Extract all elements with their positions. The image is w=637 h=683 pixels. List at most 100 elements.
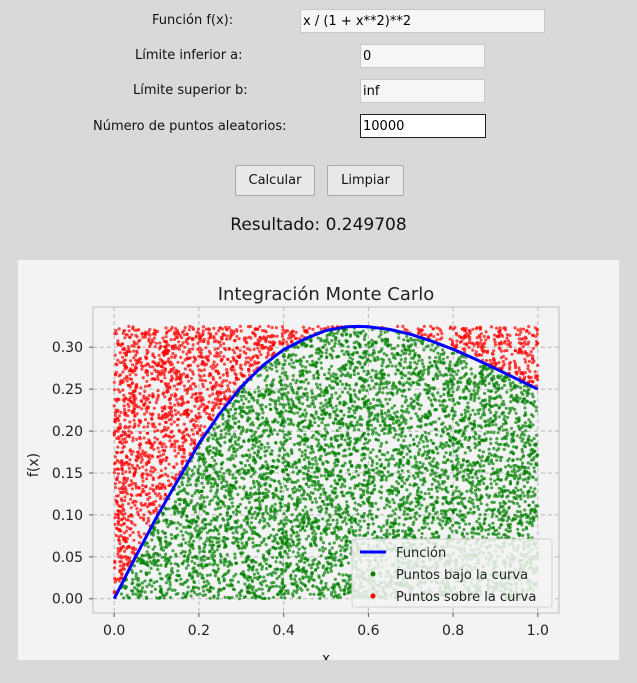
- point-below: [502, 428, 506, 432]
- point-below: [337, 355, 341, 359]
- point-below: [321, 549, 325, 553]
- point-below: [514, 411, 518, 415]
- point-below: [278, 428, 282, 433]
- point-below: [402, 512, 406, 516]
- point-below: [459, 359, 463, 363]
- point-below: [416, 475, 420, 479]
- point-below: [250, 587, 254, 592]
- point-below: [305, 344, 309, 348]
- point-below: [329, 437, 333, 441]
- point-below: [394, 364, 398, 368]
- point-below: [347, 575, 351, 579]
- points-input[interactable]: [360, 114, 486, 138]
- point-below: [423, 423, 427, 427]
- point-below: [368, 359, 372, 363]
- point-below: [338, 379, 342, 383]
- clear-button[interactable]: Limpiar: [327, 165, 404, 196]
- point-below: [240, 546, 244, 550]
- point-below: [357, 342, 361, 346]
- function-input[interactable]: [300, 9, 545, 33]
- result-text: Resultado: 0.249708: [230, 215, 407, 235]
- point-below: [278, 585, 282, 589]
- point-below: [181, 596, 185, 600]
- point-below: [471, 526, 475, 530]
- point-below: [334, 550, 339, 554]
- point-below: [463, 515, 467, 519]
- point-below: [295, 406, 299, 410]
- point-below: [325, 497, 329, 501]
- point-below: [218, 552, 222, 556]
- point-below: [337, 572, 341, 576]
- point-below: [270, 581, 274, 585]
- point-below: [409, 372, 413, 376]
- point-below: [182, 559, 186, 563]
- point-below: [241, 570, 245, 574]
- point-below: [425, 444, 429, 448]
- point-below: [234, 399, 239, 403]
- calculate-button[interactable]: Calcular: [235, 165, 315, 196]
- point-below: [466, 401, 470, 405]
- point-below: [422, 521, 426, 525]
- point-below: [370, 463, 374, 468]
- point-below: [136, 589, 140, 593]
- point-below: [391, 498, 395, 502]
- point-below: [299, 580, 303, 584]
- point-below: [520, 447, 524, 452]
- point-below: [372, 358, 377, 362]
- point-below: [376, 355, 380, 359]
- point-below: [428, 356, 432, 360]
- point-below: [307, 534, 311, 538]
- point-below: [287, 410, 291, 414]
- point-below: [356, 360, 360, 364]
- upper-limit-input[interactable]: [360, 79, 485, 103]
- point-below: [326, 502, 331, 506]
- point-below: [491, 526, 495, 530]
- point-below: [391, 421, 396, 425]
- point-below: [256, 385, 260, 389]
- point-below: [214, 462, 218, 466]
- point-below: [315, 462, 319, 466]
- point-below: [450, 409, 454, 413]
- point-below: [506, 523, 510, 527]
- point-below: [131, 592, 135, 596]
- point-below: [232, 574, 236, 578]
- point-below: [446, 475, 450, 479]
- point-below: [300, 395, 304, 399]
- point-below: [202, 469, 206, 473]
- point-below: [303, 528, 307, 533]
- point-below: [481, 535, 485, 539]
- point-below: [462, 419, 466, 423]
- point-below: [261, 473, 265, 477]
- point-below: [231, 404, 235, 408]
- point-below: [464, 365, 468, 369]
- point-below: [500, 386, 504, 390]
- point-below: [321, 404, 325, 408]
- point-below: [362, 369, 366, 373]
- point-below: [280, 495, 285, 499]
- point-below: [505, 431, 509, 435]
- point-below: [303, 449, 307, 453]
- point-below: [372, 477, 376, 482]
- point-below: [180, 489, 184, 493]
- point-below: [163, 545, 167, 549]
- point-below: [309, 508, 313, 512]
- point-below: [320, 412, 324, 417]
- point-below: [210, 456, 214, 460]
- point-below: [509, 400, 513, 404]
- point-below: [279, 595, 283, 600]
- point-below: [158, 595, 162, 600]
- point-below: [145, 573, 149, 577]
- point-below: [209, 489, 213, 493]
- lower-limit-input[interactable]: [360, 44, 485, 68]
- point-below: [513, 513, 517, 517]
- point-below: [282, 436, 286, 440]
- point-below: [332, 344, 336, 348]
- point-below: [380, 409, 384, 413]
- point-below: [334, 391, 338, 395]
- point-below: [185, 483, 189, 487]
- point-below: [264, 405, 268, 409]
- point-below: [485, 493, 489, 497]
- point-below: [443, 425, 447, 429]
- point-below: [319, 387, 323, 391]
- point-below: [243, 464, 247, 468]
